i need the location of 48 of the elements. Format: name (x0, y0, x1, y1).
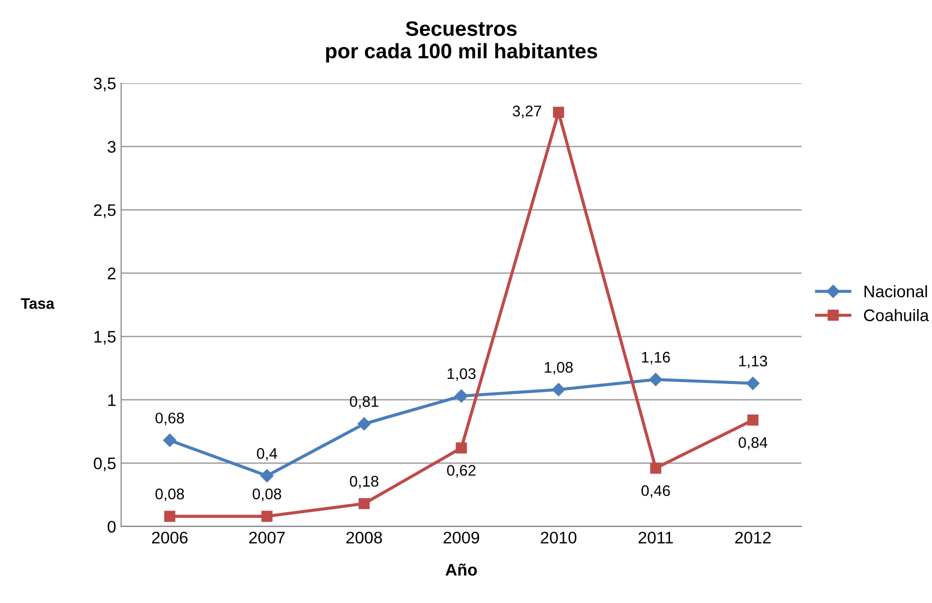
point (552, 106, 564, 118)
x-tick-label: 2011 (638, 532, 673, 544)
point (650, 462, 662, 474)
data-label: 0,62 (447, 464, 476, 478)
point (552, 383, 566, 396)
x-tick-label: 2010 (540, 532, 576, 544)
y-tick-label: 1 (108, 394, 116, 406)
data-label: 1,08 (544, 362, 573, 375)
data-label: 1,13 (739, 356, 768, 368)
y-tick-label: 1,5 (94, 331, 116, 345)
point (163, 434, 176, 447)
data-label: 0,18 (350, 476, 378, 489)
y-tick-label: 3,5 (94, 78, 116, 92)
data-label: 1,03 (448, 368, 476, 381)
point (358, 417, 371, 430)
y-tick-label: 0,5 (94, 458, 116, 472)
data-label: 0,68 (155, 412, 184, 426)
data-label: 3,27 (512, 106, 542, 118)
point (358, 498, 370, 510)
x-tick-label: 2007 (249, 532, 285, 544)
point (261, 510, 273, 522)
data-label: 1,16 (642, 352, 670, 364)
legend-label: Coahuila (864, 308, 929, 322)
point (454, 389, 468, 403)
point (260, 469, 274, 482)
data-label: 0,08 (155, 488, 184, 502)
x-tick-label: 2009 (444, 532, 480, 544)
x-axis-title: Año (446, 564, 477, 576)
y-tick-label: 2 (108, 268, 116, 280)
x-tick-label: 2006 (152, 532, 188, 544)
data-label: 0,81 (350, 396, 378, 409)
legend-label: Nacional (864, 285, 927, 298)
point (164, 510, 176, 522)
y-axis-title: Tasa (20, 298, 55, 309)
y-tick-label: 2,5 (94, 204, 116, 218)
data-label: 0,4 (256, 448, 278, 461)
data-label: 0,84 (738, 437, 768, 450)
point (456, 442, 467, 454)
y-tick-label: 3 (108, 140, 116, 153)
point (746, 376, 760, 390)
point (649, 372, 662, 386)
x-tick-label: 2012 (735, 532, 771, 544)
y-tick-label: 0 (108, 520, 116, 533)
chart-title: Secuestros por cada 100 mil habitantes (326, 21, 598, 63)
point (747, 414, 758, 426)
x-tick-label: 2008 (346, 532, 382, 544)
data-label: 0,46 (641, 485, 670, 498)
data-label: 0,08 (252, 488, 282, 502)
